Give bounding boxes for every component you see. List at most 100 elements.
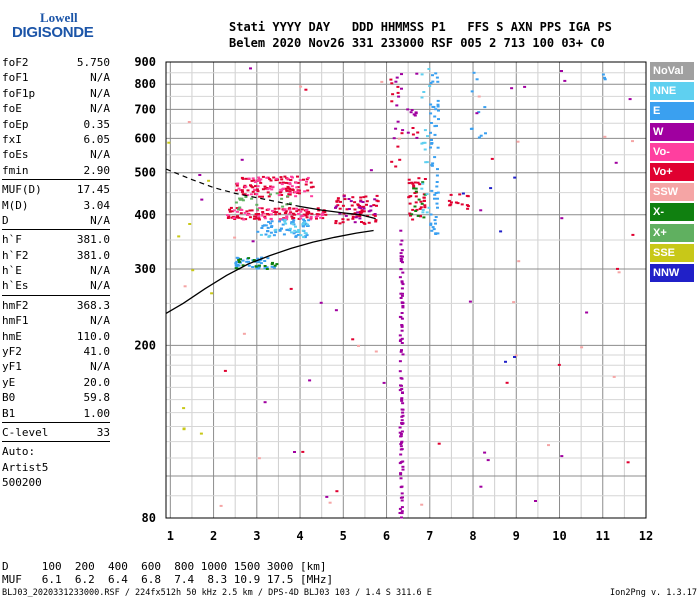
echo-point — [391, 93, 395, 96]
echo-point — [249, 185, 253, 188]
echo-point — [390, 100, 394, 103]
echo-point — [351, 217, 355, 220]
echo-point — [626, 461, 630, 464]
echo-point — [278, 181, 282, 184]
echo-point — [401, 306, 405, 309]
echo-point — [264, 233, 268, 236]
muf-label: MUF — [2, 573, 22, 586]
echo-point — [264, 224, 268, 227]
footer-version: Ion2Png v. 1.3.17 — [610, 588, 697, 598]
param-value: 20.0 — [83, 375, 111, 389]
echo-point — [585, 311, 589, 314]
echo-point — [315, 213, 319, 216]
echo-point — [235, 260, 239, 263]
echo-point — [414, 210, 418, 212]
echo-point — [244, 185, 248, 188]
echo-point — [263, 265, 267, 267]
echo-point — [399, 229, 403, 232]
echo-point — [307, 210, 311, 213]
echo-point — [399, 496, 403, 499]
echo-point — [338, 212, 342, 215]
echo-point — [309, 181, 313, 184]
echo-point — [435, 124, 438, 127]
echo-point — [240, 189, 244, 192]
echo-point — [428, 85, 432, 87]
echo-point — [257, 213, 260, 215]
echo-point — [280, 194, 284, 196]
echo-point — [266, 230, 269, 233]
echo-point — [416, 131, 420, 134]
echo-point — [395, 104, 399, 107]
echo-point — [223, 369, 227, 372]
echo-point — [560, 217, 564, 220]
echo-point — [631, 233, 635, 236]
echo-point — [234, 201, 238, 204]
echo-point — [266, 188, 270, 191]
echo-point — [277, 194, 281, 197]
echo-point — [258, 179, 262, 182]
echo-point — [359, 199, 363, 202]
echo-point — [250, 197, 254, 200]
echo-point — [256, 185, 260, 188]
echo-point — [429, 223, 433, 226]
echo-point — [294, 225, 297, 228]
y-tick-label: 400 — [134, 208, 156, 222]
echo-point — [247, 260, 250, 263]
echo-point — [334, 206, 337, 209]
param-separator — [2, 179, 110, 181]
echo-point — [418, 215, 422, 217]
echo-point — [234, 262, 238, 265]
echo-point — [256, 214, 260, 217]
echo-point — [294, 235, 298, 238]
echo-point — [429, 103, 433, 106]
echo-point — [372, 213, 376, 216]
echo-point — [617, 271, 621, 274]
echo-point — [251, 240, 255, 243]
echo-point — [253, 181, 257, 183]
echo-point — [237, 261, 241, 263]
echo-point — [373, 213, 377, 215]
param-row: M(D) 3.04 — [2, 198, 110, 213]
y-tick-label: 800 — [134, 77, 156, 91]
param-value: 1.00 — [83, 406, 111, 420]
echo-point — [270, 226, 273, 228]
echo-point — [253, 193, 257, 196]
param-value: N/A — [90, 71, 110, 85]
echo-point — [372, 204, 376, 207]
echo-point — [296, 189, 300, 192]
echo-point — [292, 191, 296, 194]
param-label: foEs — [2, 148, 29, 162]
legend-item-x-: X- — [650, 203, 694, 222]
echo-point — [349, 200, 353, 203]
echo-point — [401, 460, 405, 463]
echo-point — [407, 182, 411, 185]
param-label: fxI — [2, 132, 22, 146]
param-row: hmF2 368.3 — [2, 298, 110, 313]
echo-point — [253, 188, 257, 191]
echo-point — [353, 221, 357, 224]
echo-point — [465, 194, 469, 197]
echo-point — [431, 162, 435, 165]
echo-point — [256, 230, 260, 233]
echo-point — [399, 445, 403, 448]
echo-point — [261, 188, 265, 191]
echo-point — [490, 157, 494, 160]
echo-point — [253, 215, 257, 218]
echo-point — [281, 205, 285, 208]
echo-point — [424, 161, 428, 164]
echo-point — [335, 200, 339, 203]
echo-point — [410, 181, 414, 184]
echo-point — [399, 443, 403, 446]
echo-point — [300, 208, 304, 211]
echo-point — [362, 207, 366, 210]
polarization-legend: NoVal NNE E W Vo- Vo+ SSW X- X+ SSE NNW — [650, 62, 694, 284]
echo-point — [247, 212, 251, 215]
echo-point — [267, 235, 271, 238]
echo-point — [364, 195, 368, 198]
echo-point — [414, 111, 418, 114]
echo-point — [321, 212, 325, 215]
echo-point — [425, 193, 429, 196]
echo-point — [274, 228, 278, 231]
echo-point — [359, 200, 363, 203]
echo-point — [366, 215, 370, 218]
